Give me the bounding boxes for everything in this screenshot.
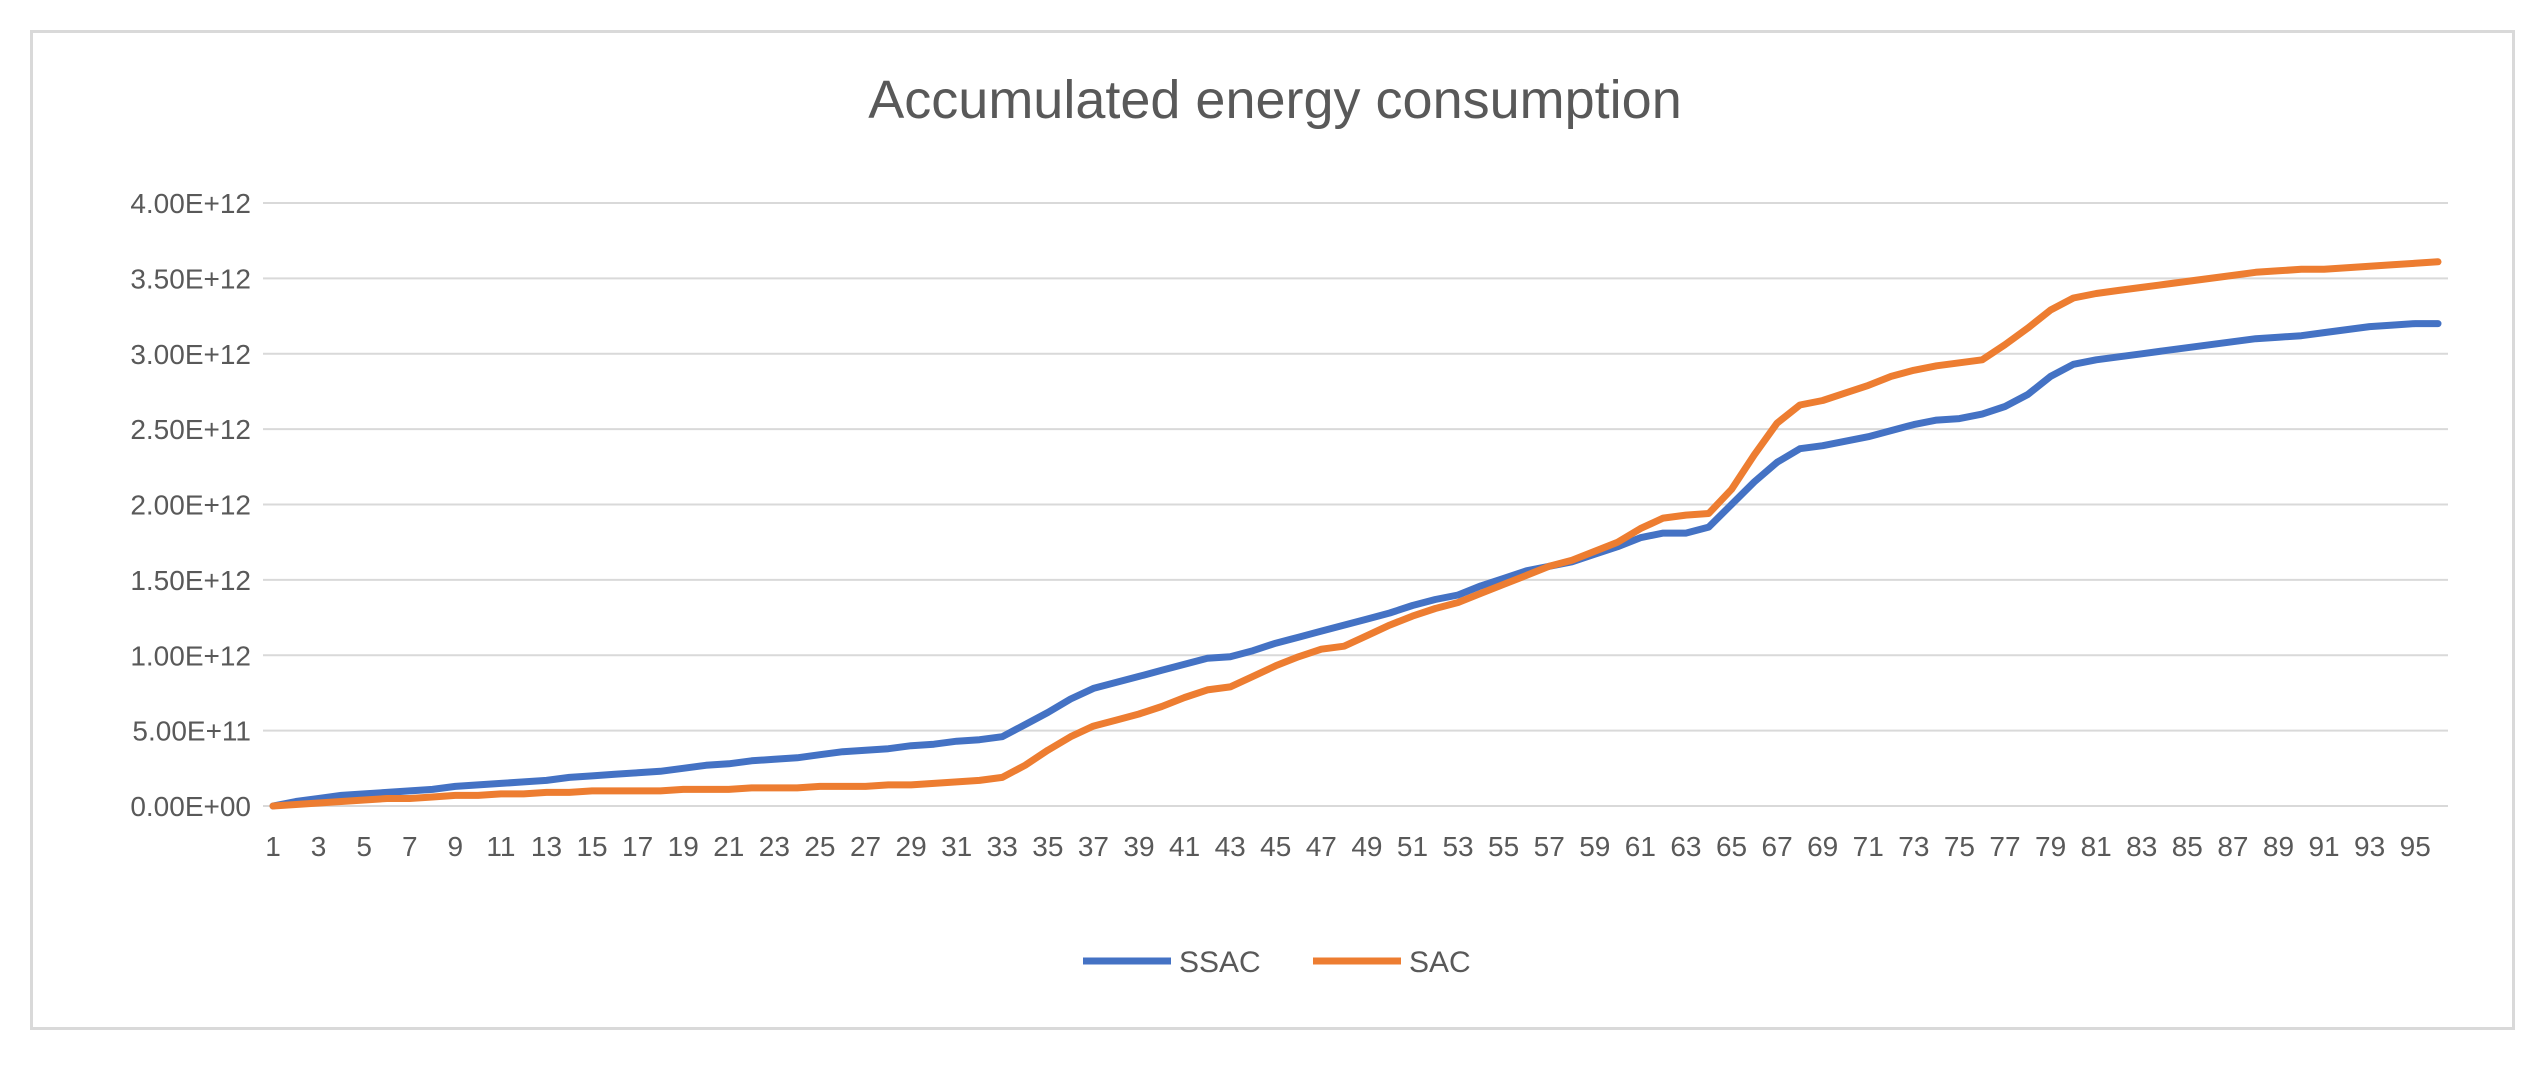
y-tick-label: 1.50E+12 [130, 565, 251, 596]
x-tick-label: 43 [1215, 831, 1246, 862]
x-tick-label: 3 [311, 831, 327, 862]
y-axis-tick-labels: 0.00E+00 5.00E+11 1.00E+12 1.50E+12 2.00E+12… [130, 188, 251, 822]
x-tick-label: 1 [265, 831, 281, 862]
x-tick-label: 93 [2354, 831, 2385, 862]
series-lines [269, 258, 2442, 810]
x-tick-label: 61 [1625, 831, 1656, 862]
x-tick-label: 89 [2263, 831, 2294, 862]
x-tick-label: 73 [1898, 831, 1929, 862]
x-axis-tick-labels: 1 3 5 7 9 11 13 15 17 19 21 23 25 27 29 31 33 35 37 39 41 43 4… [265, 831, 2431, 862]
x-tick-label: 91 [2308, 831, 2339, 862]
x-tick-label: 79 [2035, 831, 2066, 862]
line-chart: Accumulated energy consumption 0.00E+00 5… [130, 70, 2448, 979]
y-tick-label: 3.00E+12 [130, 339, 251, 370]
x-tick-label: 37 [1078, 831, 1109, 862]
legend-label-sac: SAC [1409, 946, 1471, 979]
legend: SSAC SAC [1083, 946, 1471, 979]
x-tick-label: 39 [1123, 831, 1154, 862]
chart-frame: Accumulated energy consumption 0.00E+00 5… [30, 30, 2515, 1030]
x-tick-label: 13 [531, 831, 562, 862]
x-tick-label: 21 [713, 831, 744, 862]
x-tick-label: 85 [2172, 831, 2203, 862]
x-tick-label: 45 [1260, 831, 1291, 862]
x-tick-label: 75 [1944, 831, 1975, 862]
x-tick-label: 23 [759, 831, 790, 862]
y-tick-label: 0.00E+00 [130, 791, 251, 822]
y-tick-label: 2.00E+12 [130, 490, 251, 521]
x-tick-label: 15 [576, 831, 607, 862]
x-tick-label: 7 [402, 831, 418, 862]
series-line-sac [269, 258, 2442, 810]
x-tick-label: 65 [1716, 831, 1747, 862]
chart-title: Accumulated energy consumption [868, 70, 1681, 130]
series-line-ssac [269, 320, 2442, 810]
y-tick-label: 5.00E+11 [132, 716, 251, 747]
y-tick-label: 1.00E+12 [130, 640, 251, 671]
x-tick-label: 11 [486, 831, 515, 862]
x-tick-label: 49 [1351, 831, 1382, 862]
x-tick-label: 57 [1534, 831, 1565, 862]
x-tick-label: 19 [668, 831, 699, 862]
x-tick-label: 69 [1807, 831, 1838, 862]
y-tick-label: 4.00E+12 [130, 188, 251, 219]
x-tick-label: 53 [1442, 831, 1473, 862]
legend-label-ssac: SSAC [1179, 946, 1261, 979]
x-tick-label: 5 [356, 831, 372, 862]
x-tick-label: 41 [1169, 831, 1200, 862]
x-tick-label: 33 [987, 831, 1018, 862]
x-tick-label: 17 [622, 831, 653, 862]
x-tick-label: 87 [2217, 831, 2248, 862]
x-tick-label: 63 [1670, 831, 1701, 862]
x-tick-label: 59 [1579, 831, 1610, 862]
x-tick-label: 77 [1989, 831, 2020, 862]
x-tick-label: 29 [896, 831, 927, 862]
y-tick-label: 2.50E+12 [130, 414, 251, 445]
x-tick-label: 35 [1032, 831, 1063, 862]
x-tick-label: 55 [1488, 831, 1519, 862]
x-tick-label: 47 [1306, 831, 1337, 862]
x-tick-label: 27 [850, 831, 881, 862]
x-tick-label: 25 [804, 831, 835, 862]
gridlines [263, 202, 2448, 807]
x-tick-label: 67 [1762, 831, 1793, 862]
x-tick-label: 51 [1397, 831, 1428, 862]
x-tick-label: 71 [1853, 831, 1884, 862]
x-tick-label: 83 [2126, 831, 2157, 862]
x-tick-label: 9 [448, 831, 464, 862]
x-tick-label: 81 [2081, 831, 2112, 862]
y-tick-label: 3.50E+12 [130, 263, 251, 294]
x-tick-label: 95 [2400, 831, 2431, 862]
x-tick-label: 31 [941, 831, 972, 862]
